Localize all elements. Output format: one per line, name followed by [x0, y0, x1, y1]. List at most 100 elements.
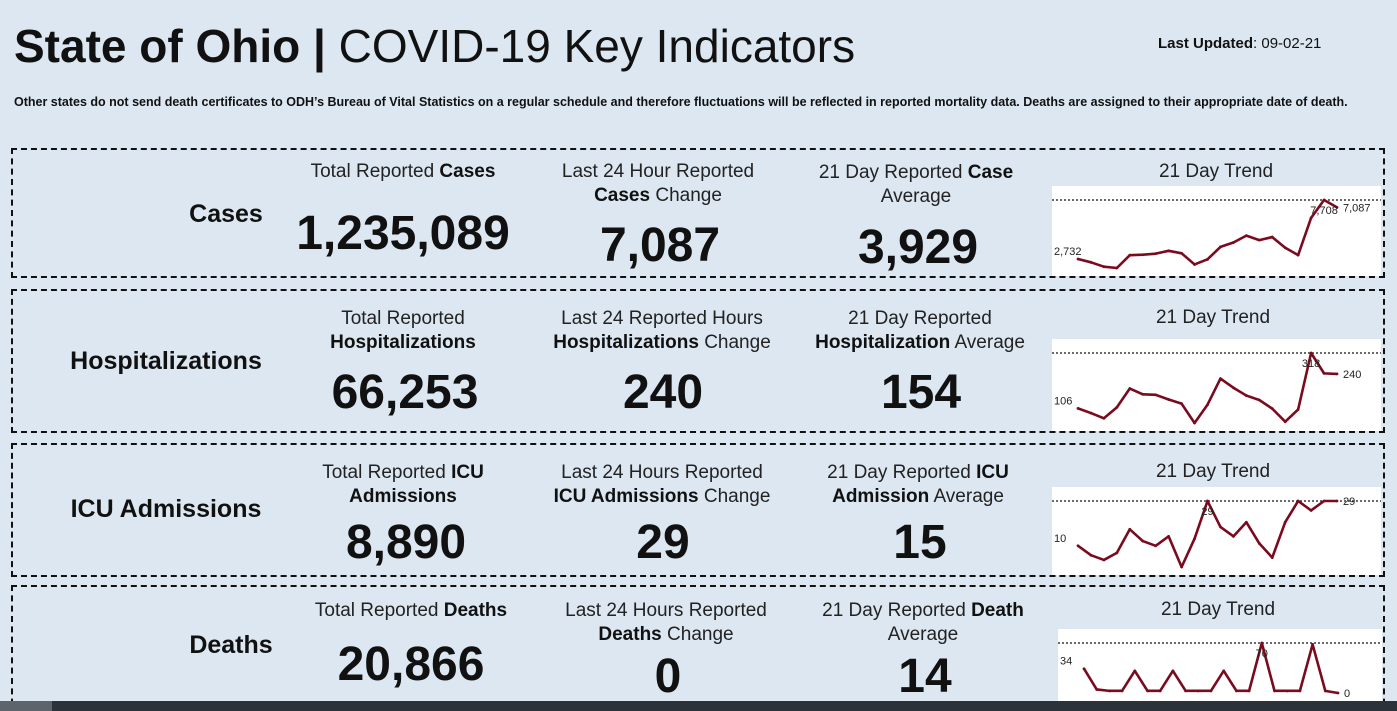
scrollbar-thumb[interactable] [0, 701, 52, 711]
caption-text: Last 24 Hour Reported [561, 161, 755, 182]
caption-text: Last 24 Reported Hours [561, 308, 763, 329]
hospitalizations-trend-chart: 106 318 240 [1052, 339, 1381, 431]
deaths-trend-title: 21 Day Trend [1160, 599, 1276, 620]
deaths-trend-point [1336, 691, 1340, 695]
last-updated-value: : 09-02-21 [1253, 35, 1322, 52]
icu-trend-point [1270, 556, 1274, 559]
deaths-trend-point [1298, 689, 1302, 693]
icu-change-caption: Last 24 Hours Reported ICU Admissions Cha… [532, 461, 792, 509]
caption-text: Total Reported [322, 462, 452, 483]
deaths-trend-point [1196, 689, 1200, 693]
icu-trend-point [1206, 499, 1209, 503]
cases-trend-point [1219, 245, 1222, 249]
icu-trend-point [1296, 499, 1300, 503]
hosp-trend-point [1206, 403, 1209, 407]
caption-bold: Hospitalizations [553, 332, 699, 353]
cases-trend-point [1296, 253, 1300, 257]
icu-sparkline: 10 29 29 [1052, 496, 1381, 569]
deaths-trend-point [1311, 643, 1314, 646]
hosp-trend-point [1089, 411, 1093, 415]
bottom-scrollbar[interactable] [0, 701, 1397, 711]
hosp-trend-point [1244, 394, 1248, 397]
hosp-trend-point [1128, 387, 1132, 390]
hosp-trend-point [1322, 371, 1326, 375]
deaths-trend-point [1158, 689, 1162, 693]
caption-bold: Death [971, 600, 1024, 621]
caption-bold: ICU [451, 462, 484, 483]
hospitalizations-change-value: 240 [622, 366, 704, 419]
icu-trend-point [1089, 553, 1093, 557]
icu-avg-caption: 21 Day Reported ICU Admission Average [788, 461, 1048, 509]
last-updated: Last Updated: 09-02-21 [1158, 35, 1321, 52]
hospitalizations-change-caption: Last 24 Reported Hours Hospitalizations C… [532, 307, 792, 355]
deaths-change-value: 0 [654, 650, 682, 703]
cases-trend-point [1335, 205, 1339, 209]
cases-trend-point [1141, 253, 1145, 257]
hosp-trend-point [1219, 377, 1222, 380]
icu-trend-title: 21 Day Trend [1155, 461, 1271, 482]
deaths-total-value: 20,866 [337, 638, 485, 691]
cases-trend-point [1244, 234, 1248, 238]
caption-text: Total Reported [341, 308, 465, 329]
hosp-trend-point [1102, 416, 1106, 420]
caption-text: Change [650, 185, 722, 206]
cases-change-caption: Last 24 Hour Reported Cases Change [528, 160, 788, 208]
deaths-trend-point [1082, 667, 1086, 671]
icu-max-label: 29 [1201, 506, 1213, 518]
deaths-trend-point [1235, 689, 1238, 693]
deaths-trend-point [1108, 689, 1111, 693]
icu-trend-point [1232, 534, 1235, 538]
deaths-trend-line [1082, 641, 1339, 695]
icu-trend-point [1244, 520, 1248, 524]
deaths-panel: Deaths Total Reported Deaths 20,866 Last… [11, 585, 1385, 711]
cases-total-caption: Total Reported Cases [273, 160, 533, 184]
caption-text: Average [929, 486, 1004, 507]
cases-change-value: 7,087 [599, 219, 721, 272]
caption-bold: Hospitalizations [330, 332, 476, 353]
caption-bold: Admission [832, 486, 930, 507]
icu-trend-point [1128, 527, 1132, 531]
icu-trend-point [1309, 509, 1313, 512]
hosp-trend-point [1141, 392, 1145, 396]
hospitalizations-row-label: Hospitalizations [70, 347, 262, 375]
caption-bold: ICU Admissions [553, 486, 699, 507]
cases-total-value: 1,235,089 [296, 207, 510, 260]
caption-text: 21 Day Reported [822, 600, 972, 621]
caption-bold: Hospitalization [815, 332, 951, 353]
page-title: State of Ohio | COVID-19 Key Indicators [14, 18, 855, 74]
caption-bold: Deaths [443, 600, 508, 621]
deaths-trend-point [1171, 669, 1175, 673]
cases-trend-point [1232, 241, 1235, 244]
hospitalizations-avg-caption: 21 Day Reported Hospitalization Average [790, 307, 1050, 355]
caption-bold: Cases [439, 161, 496, 182]
deaths-total-caption: Total Reported Deaths [281, 599, 541, 623]
cases-trend-point [1128, 253, 1132, 257]
cases-sparkline: 2,732 7,708 7,087 [1052, 198, 1381, 270]
icu-trend-point [1076, 544, 1080, 548]
death-reporting-note: Other states do not send death certifica… [14, 95, 1348, 109]
deaths-trend-point [1273, 689, 1276, 693]
cases-trend-point [1206, 257, 1209, 261]
cases-trend-point [1089, 260, 1093, 264]
deaths-trend-chart: 34 70 0 [1058, 629, 1382, 701]
cases-trend-title: 21 Day Trend [1158, 161, 1274, 182]
icu-trend-point [1335, 499, 1339, 503]
hosp-trend-point [1335, 372, 1339, 376]
cases-trend-point [1102, 265, 1106, 269]
icu-total-value: 8,890 [345, 516, 467, 569]
caption-text: Change [661, 624, 734, 645]
icu-trend-point [1257, 542, 1261, 545]
caption-text: Average [887, 624, 959, 645]
hosp-max-label: 318 [1302, 358, 1320, 370]
icu-trend-point [1115, 551, 1119, 555]
icu-trend-point [1219, 525, 1222, 529]
icu-trend-point [1193, 537, 1196, 541]
cases-trend-point [1270, 235, 1274, 239]
cases-max-label: 7,708 [1310, 205, 1338, 217]
cases-trend-point [1283, 246, 1287, 250]
caption-text: 21 Day Reported [848, 308, 992, 329]
hosp-trend-point [1193, 421, 1196, 425]
cases-trend-chart: 2,732 7,708 7,087 [1052, 186, 1381, 276]
deaths-trend-point [1260, 641, 1264, 645]
cases-row-label: Cases [189, 200, 263, 228]
